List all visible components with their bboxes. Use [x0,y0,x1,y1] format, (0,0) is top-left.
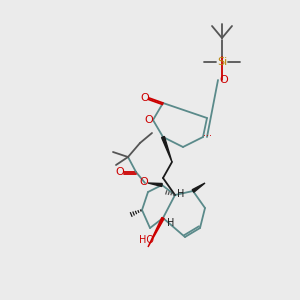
Text: Si: Si [217,57,227,67]
Polygon shape [192,183,205,192]
Text: O: O [140,177,148,187]
Text: O: O [220,75,228,85]
Text: O: O [145,115,153,125]
Text: O: O [141,93,149,103]
Text: HO: HO [140,235,154,245]
Polygon shape [148,218,164,247]
Text: ···: ··· [152,180,161,190]
Text: ···: ··· [203,131,212,141]
Text: O: O [116,167,124,177]
Polygon shape [148,183,162,187]
Polygon shape [162,136,172,162]
Text: H: H [167,218,175,228]
Text: H: H [177,189,185,199]
